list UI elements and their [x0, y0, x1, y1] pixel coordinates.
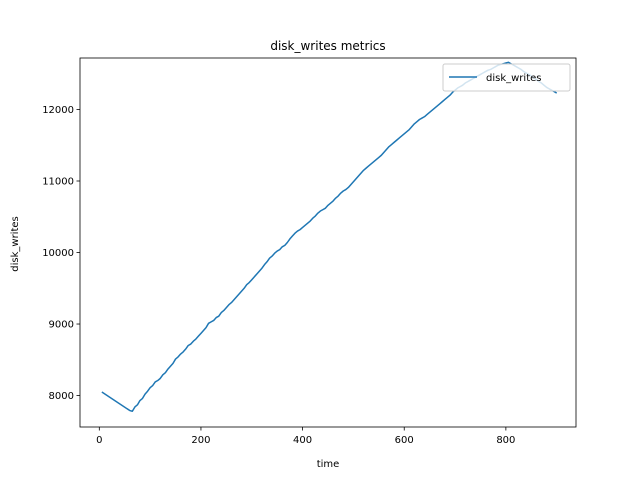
x-tick-label: 0	[96, 435, 102, 446]
y-tick-label: 10000	[42, 248, 74, 259]
y-tick-label: 11000	[42, 177, 74, 188]
x-tick-label: 200	[191, 435, 210, 446]
y-axis-label: disk_writes	[10, 216, 21, 271]
y-tick-label: 12000	[42, 105, 74, 116]
legend: disk_writes	[442, 63, 571, 92]
y-tick-label: 8000	[49, 391, 74, 402]
x-tick-label: 600	[395, 435, 414, 446]
x-tick-label: 400	[293, 435, 312, 446]
legend-label: disk_writes	[486, 73, 541, 84]
legend-box	[442, 63, 571, 92]
chart-title: disk_writes metrics	[270, 39, 385, 53]
x-tick-label: 800	[496, 435, 515, 446]
x-axis-label: time	[317, 459, 340, 470]
x-axis: 0 200 400 600 800	[96, 427, 515, 446]
y-tick-label: 9000	[49, 320, 74, 331]
plot-frame	[79, 57, 577, 428]
y-axis: 8000 9000 10000 11000 12000	[42, 105, 80, 402]
plot-area	[79, 57, 577, 428]
